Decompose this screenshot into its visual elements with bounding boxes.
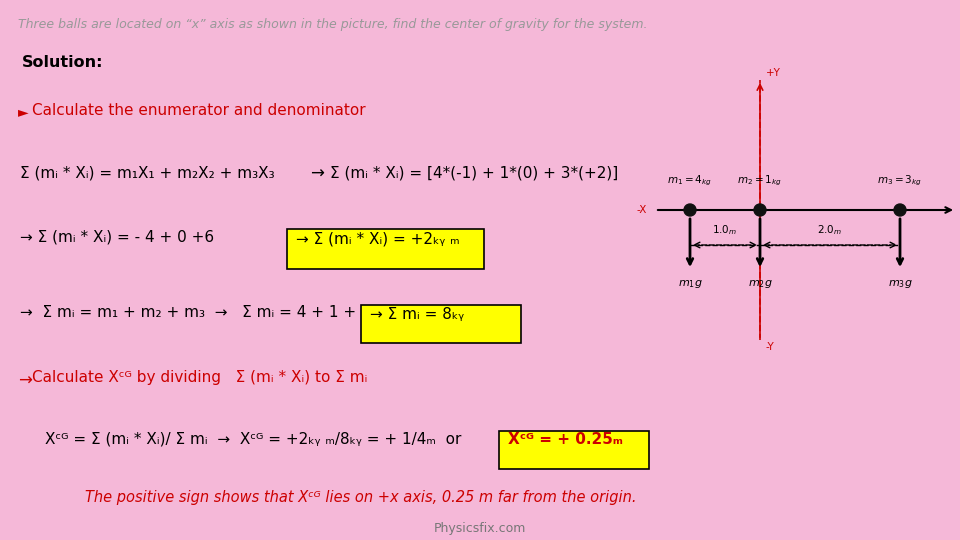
Text: Xᶜᴳ = + 0.25ₘ: Xᶜᴳ = + 0.25ₘ (508, 432, 623, 447)
Text: $m_2g$: $m_2g$ (748, 278, 773, 290)
Text: $m_1g$: $m_1g$ (678, 278, 703, 290)
FancyBboxPatch shape (287, 229, 484, 269)
Text: Σ (mᵢ * Xᵢ) = [4*(-1) + 1*(0) + 3*(+2)]: Σ (mᵢ * Xᵢ) = [4*(-1) + 1*(0) + 3*(+2)] (330, 165, 618, 180)
Text: $1.0_m$: $1.0_m$ (712, 223, 737, 237)
Text: →: → (18, 372, 32, 390)
Text: $m_3g$: $m_3g$ (888, 278, 912, 290)
Text: $m_1 = 4_{kg}$: $m_1 = 4_{kg}$ (667, 173, 712, 188)
Text: $m_3 = 3_{kg}$: $m_3 = 3_{kg}$ (877, 173, 923, 188)
Text: -X: -X (636, 205, 647, 215)
FancyBboxPatch shape (361, 305, 521, 343)
Text: Physicsfix.com: Physicsfix.com (434, 522, 526, 535)
Circle shape (684, 204, 696, 216)
Text: →: → (310, 165, 324, 183)
Text: $m_2 = 1_{kg}$: $m_2 = 1_{kg}$ (737, 173, 782, 188)
Text: Σ (mᵢ * Xᵢ) = m₁X₁ + m₂X₂ + m₃X₃: Σ (mᵢ * Xᵢ) = m₁X₁ + m₂X₂ + m₃X₃ (20, 165, 275, 180)
Text: ►: ► (18, 105, 29, 119)
Text: →  Σ mᵢ = m₁ + m₂ + m₃  →   Σ mᵢ = 4 + 1 + 3: → Σ mᵢ = m₁ + m₂ + m₃ → Σ mᵢ = 4 + 1 + 3 (20, 305, 371, 320)
Text: Solution:: Solution: (22, 55, 104, 70)
Text: The positive sign shows that Xᶜᴳ lies on +x axis, 0.25 m far from the origin.: The positive sign shows that Xᶜᴳ lies on… (85, 490, 636, 505)
Text: +Y: +Y (766, 68, 780, 78)
Text: Calculate Xᶜᴳ by dividing   Σ (mᵢ * Xᵢ) to Σ mᵢ: Calculate Xᶜᴳ by dividing Σ (mᵢ * Xᵢ) to… (32, 370, 368, 385)
Text: Three balls are located on “x” axis as shown in the picture, find the center of : Three balls are located on “x” axis as s… (18, 18, 647, 31)
Text: -Y: -Y (766, 342, 775, 352)
Text: Xᶜᴳ = Σ (mᵢ * Xᵢ)/ Σ mᵢ  →  Xᶜᴳ = +2ₖᵧ ₘ/8ₖᵧ = + 1/4ₘ  or: Xᶜᴳ = Σ (mᵢ * Xᵢ)/ Σ mᵢ → Xᶜᴳ = +2ₖᵧ ₘ/8… (45, 432, 462, 447)
Text: $2.0_m$: $2.0_m$ (817, 223, 843, 237)
FancyBboxPatch shape (499, 431, 649, 469)
Text: → Σ (mᵢ * Xᵢ) = +2ₖᵧ ₘ: → Σ (mᵢ * Xᵢ) = +2ₖᵧ ₘ (296, 232, 460, 247)
Text: → Σ mᵢ = 8ₖᵧ: → Σ mᵢ = 8ₖᵧ (370, 307, 464, 322)
Circle shape (754, 204, 766, 216)
Circle shape (894, 204, 906, 216)
Text: Calculate the enumerator and denominator: Calculate the enumerator and denominator (32, 103, 366, 118)
Text: → Σ (mᵢ * Xᵢ) = - 4 + 0 +6: → Σ (mᵢ * Xᵢ) = - 4 + 0 +6 (20, 230, 214, 245)
